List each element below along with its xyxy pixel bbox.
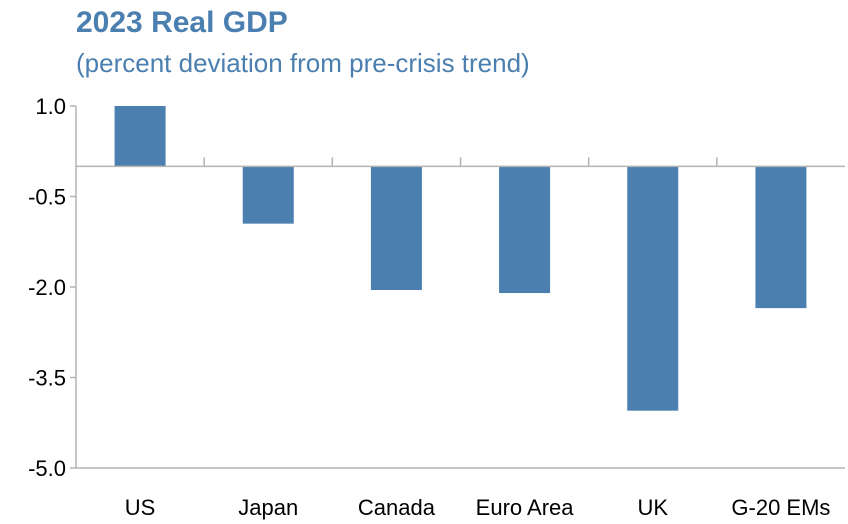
bar-uk [627,166,679,411]
y-tick-label: -0.5 [28,185,66,210]
y-tick-label: -5.0 [28,456,66,481]
bar-us [114,106,166,167]
bar-g-20-ems [755,166,807,309]
y-tick-label: -3.5 [28,366,66,391]
bar-japan [242,166,294,224]
y-tick-label: -2.0 [28,275,66,300]
bar-canada [370,166,422,291]
x-category-label: Japan [238,495,298,520]
x-category-label: Euro Area [476,495,575,520]
x-category-label: US [125,495,156,520]
x-category-label: G-20 EMs [731,495,830,520]
x-category-label: UK [637,495,668,520]
chart-title: 2023 Real GDP [76,6,288,39]
bar-euro-area [499,166,551,294]
y-tick-label: 1.0 [35,94,66,119]
x-category-label: Canada [358,495,436,520]
chart-subtitle: (percent deviation from pre-crisis trend… [76,48,530,78]
